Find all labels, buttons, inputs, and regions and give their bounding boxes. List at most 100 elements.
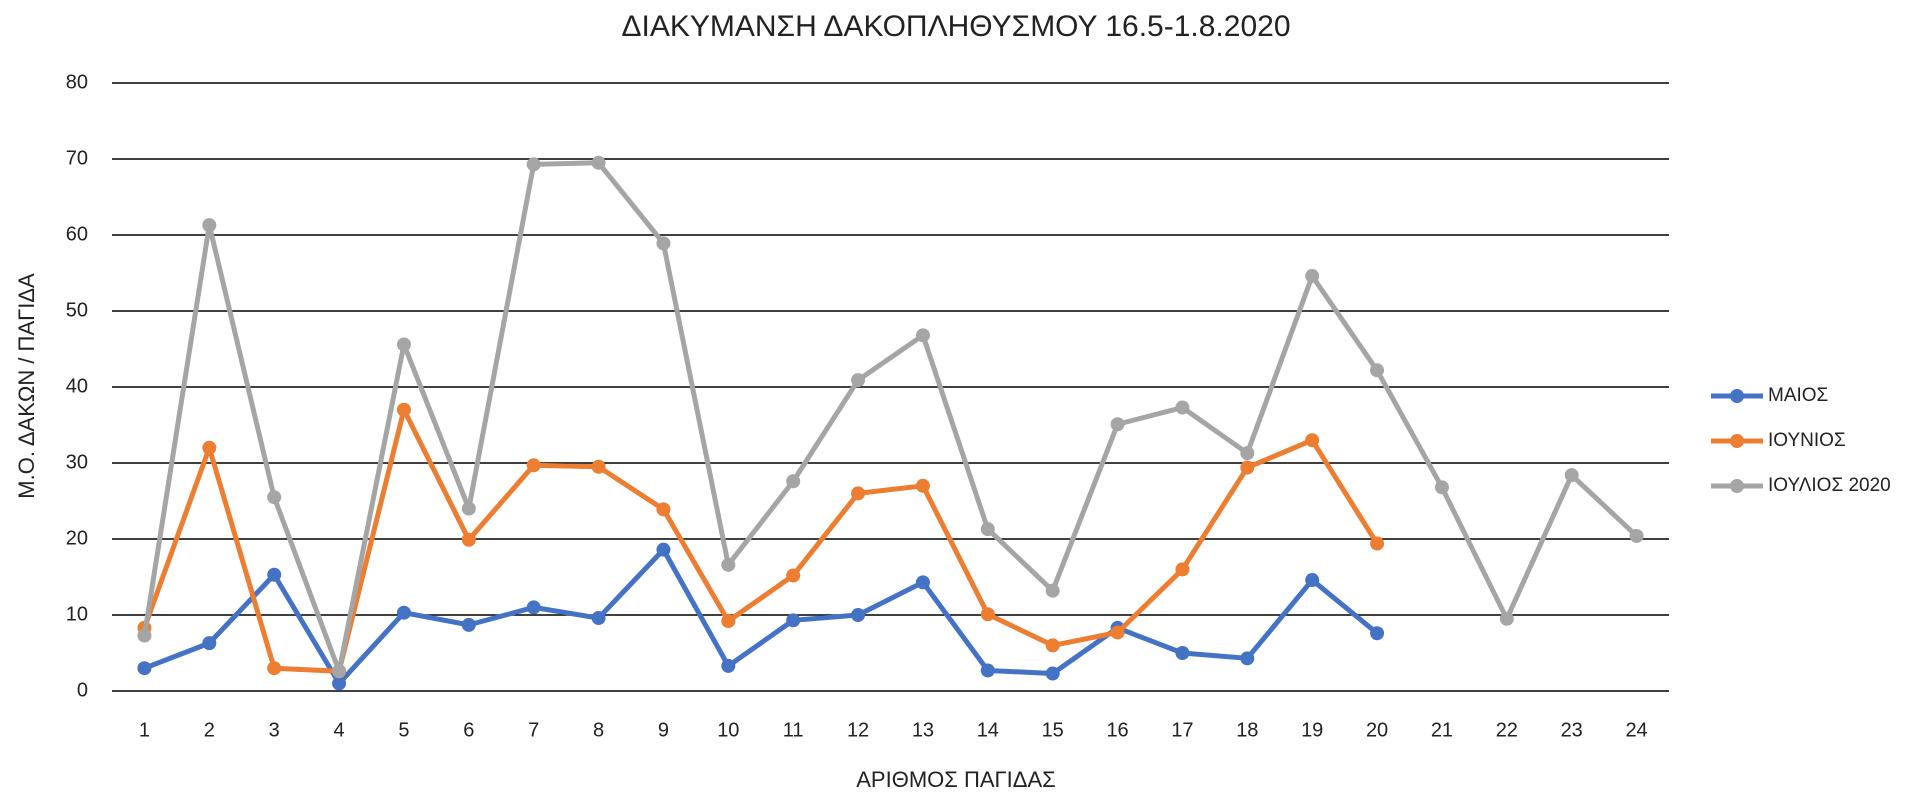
data-point (202, 636, 217, 651)
data-point (1629, 528, 1644, 543)
legend-label: ΙΟΥΛΙΟΣ 2020 (1768, 475, 1891, 496)
data-point (526, 458, 541, 473)
legend-label: ΙΟΥΝΙΟΣ (1768, 430, 1846, 451)
data-point (267, 661, 282, 676)
data-point (1045, 583, 1060, 598)
x-tick-label: 16 (1106, 719, 1128, 741)
y-tick-label: 10 (66, 603, 88, 625)
legend-marker (1730, 389, 1744, 403)
series-line (142, 407, 1380, 674)
x-tick-label: 11 (783, 719, 804, 741)
data-point (851, 608, 866, 622)
y-tick-label: 30 (66, 451, 88, 473)
y-tick-label: 60 (66, 223, 88, 245)
x-tick-label: 19 (1301, 719, 1323, 741)
data-point (656, 542, 671, 557)
series-line (141, 160, 1639, 674)
series-line (143, 547, 1379, 686)
data-point (721, 557, 736, 572)
data-point (1045, 638, 1060, 653)
data-point (332, 664, 347, 679)
x-tick-label: 12 (847, 719, 869, 741)
x-tick-label: 5 (398, 719, 409, 741)
x-tick-label: 20 (1366, 719, 1388, 741)
data-point (1240, 460, 1255, 475)
data-point (137, 661, 152, 676)
data-point (1434, 480, 1449, 495)
y-tick-label: 70 (66, 147, 88, 169)
x-tick-label: 4 (334, 719, 345, 741)
data-point (721, 658, 736, 673)
data-point (461, 501, 476, 516)
data-point (1370, 363, 1385, 378)
data-point (915, 478, 930, 493)
x-tick-label: 10 (717, 719, 739, 741)
x-tick-label: 2 (204, 719, 215, 741)
y-tick-label: 50 (66, 299, 88, 321)
data-point (851, 486, 866, 501)
legend-marker (1730, 479, 1744, 493)
y-tick-label: 0 (77, 679, 88, 701)
data-point (1305, 269, 1320, 284)
x-tick-label: 14 (977, 719, 999, 741)
data-point (1240, 651, 1255, 666)
data-point (332, 676, 347, 691)
x-tick-label: 8 (593, 719, 604, 741)
data-point (980, 663, 995, 678)
x-tick-label: 22 (1496, 719, 1518, 741)
data-point (1175, 646, 1190, 660)
data-point (1499, 611, 1514, 626)
x-tick-label: 21 (1431, 719, 1453, 741)
legend-marker (1730, 434, 1744, 448)
data-point (721, 614, 736, 629)
data-point (202, 440, 217, 455)
data-point (267, 490, 282, 505)
data-point (591, 459, 606, 474)
data-point (915, 575, 930, 590)
data-point (396, 605, 411, 620)
data-point (526, 157, 541, 172)
data-point (786, 474, 801, 489)
x-tick-label: 15 (1042, 719, 1064, 741)
data-point (591, 155, 606, 170)
x-tick-label: 9 (658, 719, 669, 741)
data-point (656, 502, 671, 517)
data-point (786, 568, 801, 583)
x-tick-label: 6 (463, 719, 474, 741)
data-point (1175, 562, 1190, 577)
data-point (1110, 417, 1125, 432)
data-point (137, 628, 152, 643)
data-point (1110, 625, 1125, 640)
x-tick-label: 1 (139, 719, 150, 741)
x-tick-label: 18 (1236, 719, 1258, 741)
data-point (980, 522, 995, 537)
data-point (1370, 536, 1385, 551)
y-tick-label: 20 (66, 527, 88, 549)
data-point (591, 611, 606, 626)
data-point (1175, 400, 1190, 415)
x-tick-label: 24 (1625, 719, 1647, 741)
x-tick-label: 7 (528, 719, 539, 741)
y-tick-label: 40 (66, 375, 88, 397)
data-point (202, 218, 217, 233)
y-tick-label: 80 (66, 71, 88, 93)
chart-title: ΔΙΑΚΥΜΑΝΣΗ ΔΑΚΟΠΛΗΘΥΣΜΟΥ 16.5-1.8.2020 (621, 10, 1290, 43)
data-point (915, 328, 930, 343)
data-point (461, 532, 476, 547)
data-point (396, 402, 411, 417)
data-point (1305, 573, 1320, 588)
x-tick-label: 13 (912, 719, 934, 741)
data-point (267, 567, 282, 582)
data-point (1370, 626, 1385, 641)
data-point (526, 600, 541, 615)
data-point (851, 373, 866, 388)
data-point (1240, 446, 1255, 461)
data-point (980, 607, 995, 622)
data-point (786, 613, 801, 628)
x-tick-label: 3 (269, 719, 280, 741)
x-tick-label: 17 (1171, 719, 1193, 741)
legend-label: ΜΑΙΟΣ (1768, 385, 1828, 406)
data-point (396, 337, 411, 352)
data-point (461, 617, 476, 632)
